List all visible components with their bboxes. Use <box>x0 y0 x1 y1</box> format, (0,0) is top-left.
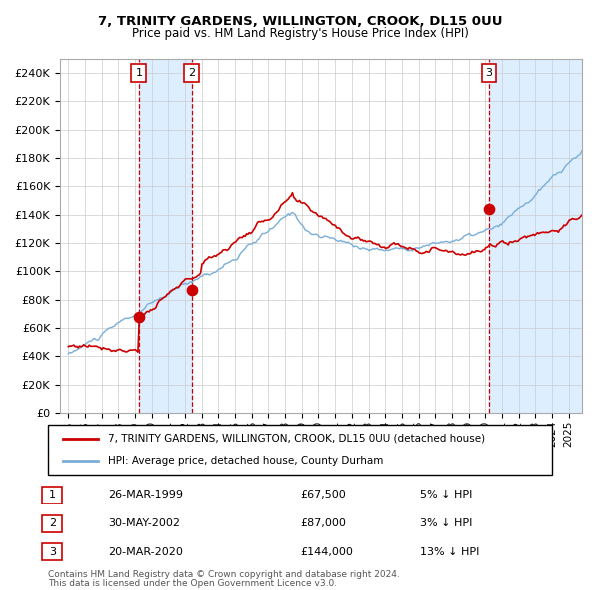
FancyBboxPatch shape <box>42 543 62 560</box>
Text: 1: 1 <box>49 490 56 500</box>
Text: HPI: Average price, detached house, County Durham: HPI: Average price, detached house, Coun… <box>109 456 384 466</box>
Text: £87,000: £87,000 <box>300 519 346 528</box>
Point <box>134 313 143 322</box>
Text: Price paid vs. HM Land Registry's House Price Index (HPI): Price paid vs. HM Land Registry's House … <box>131 27 469 40</box>
Text: 5% ↓ HPI: 5% ↓ HPI <box>420 490 472 500</box>
Text: 2: 2 <box>188 68 196 78</box>
FancyBboxPatch shape <box>48 425 552 475</box>
Text: £144,000: £144,000 <box>300 547 353 556</box>
Text: 7, TRINITY GARDENS, WILLINGTON, CROOK, DL15 0UU: 7, TRINITY GARDENS, WILLINGTON, CROOK, D… <box>98 15 502 28</box>
Text: 3% ↓ HPI: 3% ↓ HPI <box>420 519 472 528</box>
Text: 13% ↓ HPI: 13% ↓ HPI <box>420 547 479 556</box>
Text: 1: 1 <box>136 68 142 78</box>
Text: 3: 3 <box>49 547 56 556</box>
Text: 26-MAR-1999: 26-MAR-1999 <box>108 490 183 500</box>
Point <box>484 204 494 214</box>
FancyBboxPatch shape <box>42 515 62 532</box>
FancyBboxPatch shape <box>42 487 62 503</box>
Text: 7, TRINITY GARDENS, WILLINGTON, CROOK, DL15 0UU (detached house): 7, TRINITY GARDENS, WILLINGTON, CROOK, D… <box>109 434 485 444</box>
Text: £67,500: £67,500 <box>300 490 346 500</box>
Text: 20-MAR-2020: 20-MAR-2020 <box>108 547 183 556</box>
Bar <box>489 59 582 413</box>
Bar <box>139 59 192 413</box>
Point <box>187 285 197 294</box>
Text: 2: 2 <box>49 519 56 528</box>
Text: This data is licensed under the Open Government Licence v3.0.: This data is licensed under the Open Gov… <box>48 579 337 588</box>
Text: 30-MAY-2002: 30-MAY-2002 <box>108 519 180 528</box>
Text: Contains HM Land Registry data © Crown copyright and database right 2024.: Contains HM Land Registry data © Crown c… <box>48 570 400 579</box>
Text: 3: 3 <box>485 68 493 78</box>
